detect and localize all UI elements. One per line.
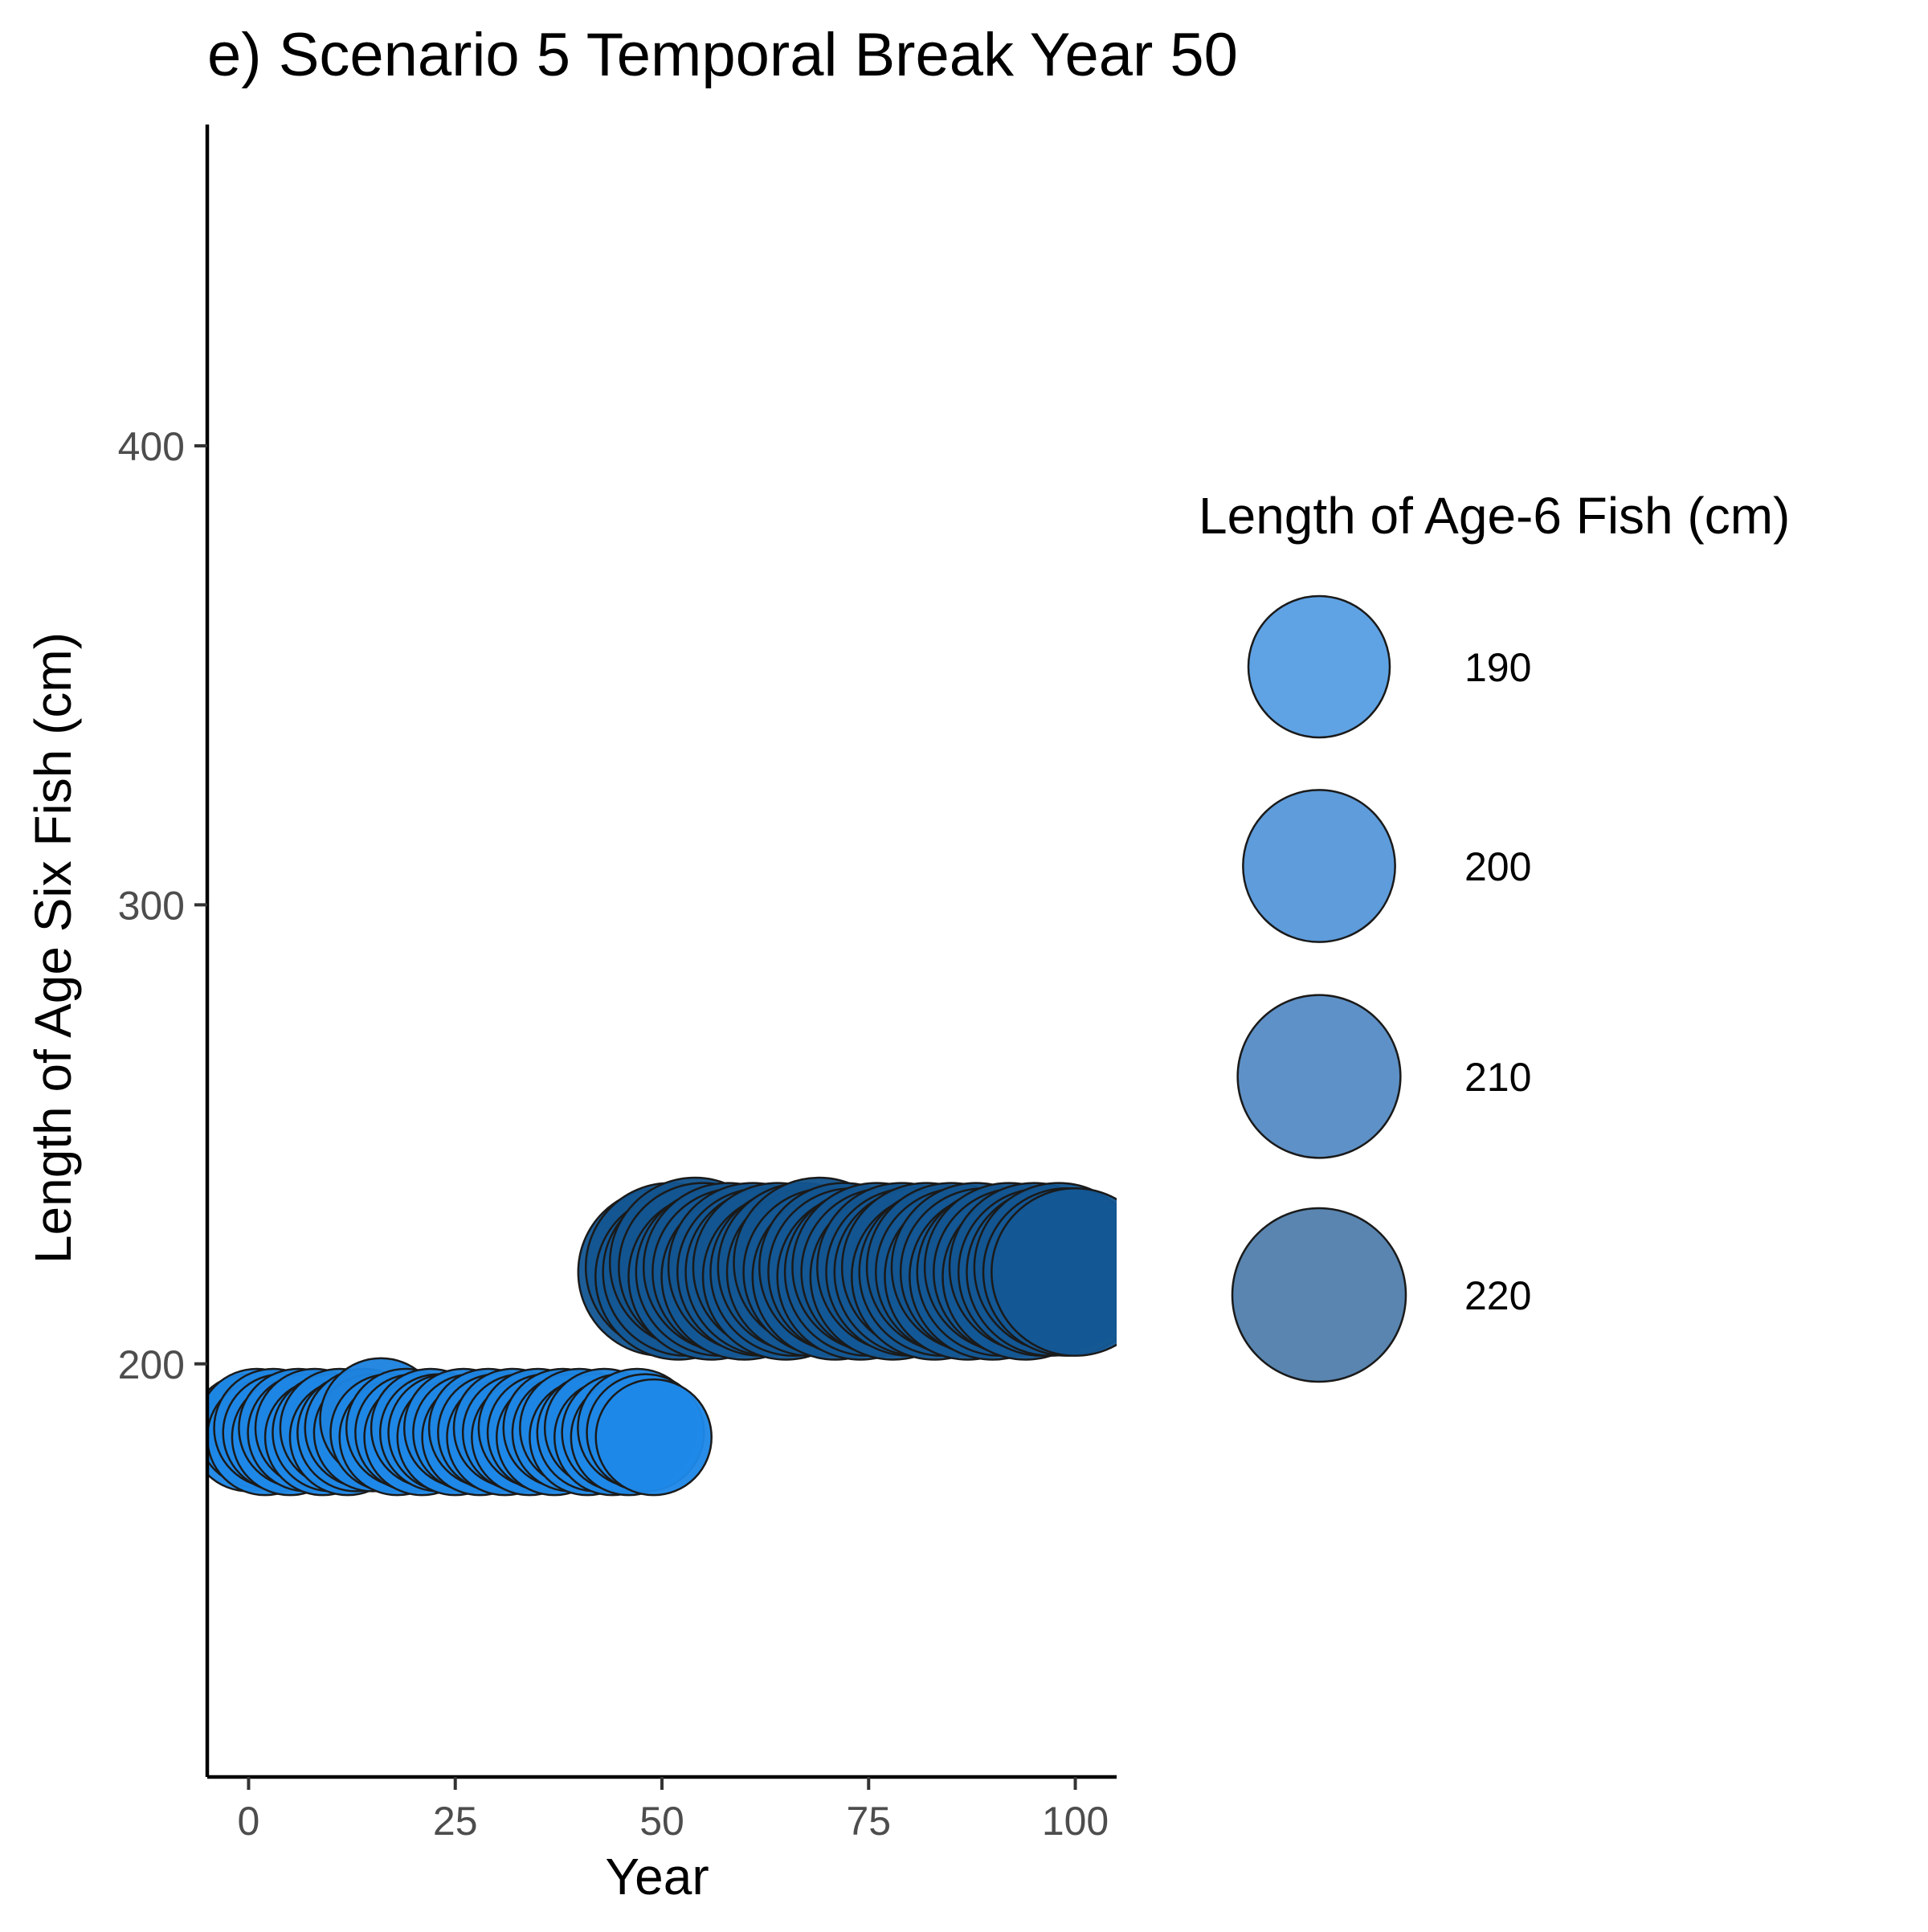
x-tick-label-0: 0 <box>238 1799 260 1844</box>
y-tick-label-300: 300 <box>118 883 185 928</box>
x-tick-label-50: 50 <box>639 1799 684 1844</box>
legend-key-220 <box>1231 1207 1407 1383</box>
chart-title: e) Scenario 5 Temporal Break Year 50 <box>207 21 1238 89</box>
data-points <box>207 1176 1117 1497</box>
x-tick-label-100: 100 <box>1042 1799 1109 1844</box>
chart-text: e) Scenario 5 Temporal Break Year 50 Yea… <box>24 21 1790 1905</box>
x-tick-label-25: 25 <box>433 1799 478 1844</box>
x-axis-title: Year <box>605 1848 709 1905</box>
data-point-0-49 <box>594 1378 713 1497</box>
legend-key-190 <box>1247 594 1391 739</box>
legend-label-200: 200 <box>1464 844 1531 889</box>
data-point-1-50 <box>991 1187 1117 1357</box>
axes: 0 25 50 75 100 200 300 400 <box>118 125 1117 1844</box>
legend-label-190: 190 <box>1464 645 1531 690</box>
y-tick-label-200: 200 <box>118 1342 185 1387</box>
legend-key-200 <box>1242 789 1396 943</box>
x-tick-label-75: 75 <box>846 1799 891 1844</box>
legend-label-210: 210 <box>1464 1055 1531 1100</box>
legend-title: Length of Age-6 Fish (cm) <box>1199 487 1790 545</box>
size-legend: 190 200 210 220 <box>1231 594 1531 1383</box>
legend-key-210 <box>1236 994 1402 1159</box>
y-axis-title: Length of Age Six Fish (cm) <box>24 632 82 1264</box>
legend-label-220: 220 <box>1464 1273 1531 1318</box>
y-tick-label-400: 400 <box>118 424 185 469</box>
